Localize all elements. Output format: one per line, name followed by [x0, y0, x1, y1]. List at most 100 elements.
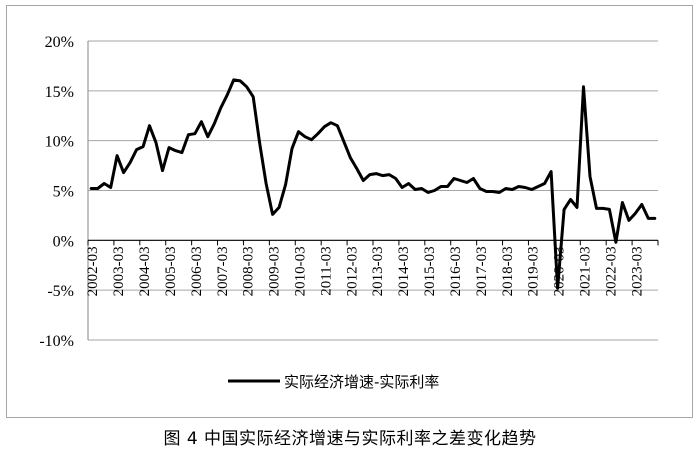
- x-tick-label: 2021-03: [578, 246, 594, 296]
- x-tick-label: 2009-03: [267, 246, 283, 296]
- data-point: [349, 156, 352, 159]
- data-point: [187, 133, 190, 136]
- x-tick-label: 2013-03: [370, 246, 386, 296]
- data-point: [595, 207, 598, 210]
- data-point: [479, 187, 481, 190]
- data-point: [258, 141, 261, 144]
- data-point: [543, 182, 546, 185]
- data-point: [271, 213, 274, 216]
- data-point: [485, 190, 488, 193]
- x-tick-label: 2006-03: [189, 246, 205, 296]
- data-point: [420, 187, 423, 190]
- data-point: [433, 189, 436, 192]
- x-tick-label: 2008-03: [241, 246, 257, 296]
- series-layer: [89, 78, 657, 290]
- legend: 实际经济增速-实际利率: [228, 373, 439, 391]
- data-point: [317, 132, 319, 135]
- data-point: [608, 208, 611, 211]
- gridlines: [88, 40, 658, 341]
- data-point: [181, 151, 183, 154]
- data-point: [647, 217, 650, 220]
- data-point: [369, 173, 371, 176]
- data-point: [472, 177, 475, 180]
- data-point: [414, 188, 416, 191]
- data-point: [284, 183, 287, 186]
- data-point: [213, 122, 216, 125]
- data-point: [641, 203, 643, 206]
- data-point: [336, 124, 339, 127]
- data-point: [524, 186, 526, 189]
- data-point: [375, 172, 378, 175]
- data-point: [142, 145, 144, 148]
- data-point: [103, 182, 105, 185]
- data-point: [550, 170, 552, 173]
- data-point: [556, 287, 559, 290]
- x-tick-label: 2015-03: [422, 246, 438, 296]
- data-point: [517, 185, 520, 188]
- data-point: [96, 187, 99, 190]
- x-tick-label: 2023-03: [629, 246, 645, 296]
- data-point: [304, 135, 306, 138]
- data-point: [155, 141, 157, 144]
- x-tick-label: 2004-03: [137, 246, 153, 296]
- data-point: [537, 185, 539, 188]
- data-point: [232, 79, 235, 81]
- data-point: [505, 187, 507, 190]
- x-tick-label: 2007-03: [215, 246, 231, 296]
- data-point: [245, 86, 248, 88]
- y-tick-label: 15%: [45, 84, 74, 101]
- y-tick-label: 10%: [45, 134, 74, 151]
- data-point: [362, 179, 365, 182]
- figure-caption: 图 4 中国实际经济增速与实际利率之差变化趋势: [163, 429, 537, 449]
- data-point: [634, 212, 637, 215]
- data-point: [569, 198, 572, 201]
- data-point: [129, 161, 131, 164]
- series-line: [89, 78, 657, 290]
- data-point: [239, 80, 241, 82]
- data-point: [654, 217, 656, 220]
- x-tick-label: 2019-03: [526, 246, 542, 296]
- x-tick-label: 2010-03: [293, 246, 309, 296]
- x-axis-ticks: 2002-03 2003-03 2004-03 2005-03 2006-03 2007-…: [85, 246, 645, 296]
- data-point: [200, 120, 203, 123]
- data-point: [563, 208, 565, 211]
- data-point: [388, 173, 391, 176]
- data-point: [453, 177, 455, 180]
- y-tick-label: -5%: [47, 283, 74, 300]
- data-point: [628, 219, 630, 222]
- y-tick-label: -10%: [39, 333, 74, 350]
- data-point: [394, 177, 397, 180]
- data-point: [330, 121, 332, 124]
- data-point: [407, 182, 410, 185]
- chart-frame: [6, 5, 693, 418]
- chart-area: -10% -5% 0% 5% 10% 15% 20% 2002-03 2003-03 2004-…: [39, 34, 659, 391]
- data-point: [530, 188, 533, 191]
- data-point: [323, 125, 326, 128]
- data-point: [278, 206, 280, 209]
- data-point: [226, 94, 229, 96]
- data-point: [161, 169, 164, 172]
- x-tick-label: 2014-03: [396, 246, 412, 296]
- y-tick-label: 20%: [45, 34, 74, 51]
- data-point: [466, 181, 468, 184]
- data-point: [582, 86, 585, 88]
- data-point: [265, 182, 267, 185]
- data-point: [116, 154, 118, 157]
- x-tick-label: 2022-03: [603, 246, 619, 296]
- data-point: [343, 140, 345, 143]
- x-tick-label: 2005-03: [163, 246, 179, 296]
- x-tick-label: 2018-03: [500, 246, 516, 296]
- data-point: [589, 175, 591, 178]
- x-tick-label: 2003-03: [111, 246, 127, 296]
- data-point: [174, 149, 177, 152]
- data-point: [90, 187, 92, 190]
- data-point: [440, 185, 442, 188]
- data-point: [220, 107, 222, 109]
- data-point: [291, 147, 293, 150]
- x-tick-label: 2002-03: [85, 246, 101, 296]
- x-tick-label: 2011-03: [318, 246, 334, 295]
- data-point: [252, 96, 254, 98]
- legend-label: 实际经济增速-实际利率: [284, 373, 439, 391]
- y-axis-ticks: -10% -5% 0% 5% 10% 15% 20%: [39, 34, 74, 350]
- data-point: [615, 241, 617, 244]
